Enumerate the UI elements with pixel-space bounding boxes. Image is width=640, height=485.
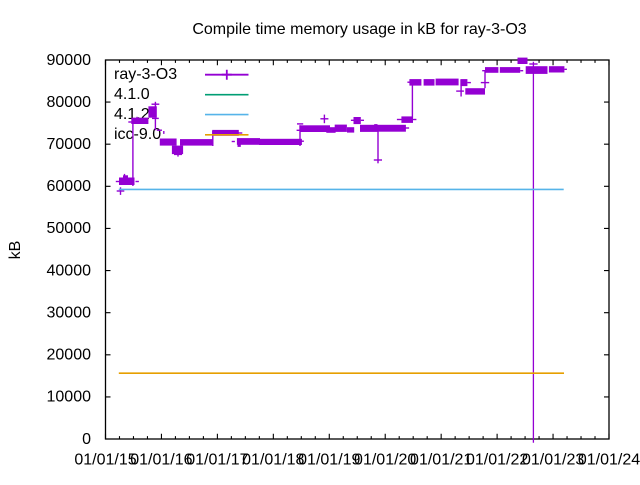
svg-text:80000: 80000 xyxy=(47,94,92,111)
svg-text:01/01/19: 01/01/19 xyxy=(298,452,360,469)
svg-text:50000: 50000 xyxy=(47,220,92,237)
svg-text:01/01/17: 01/01/17 xyxy=(186,452,248,469)
svg-text:01/01/15: 01/01/15 xyxy=(74,452,136,469)
svg-text:90000: 90000 xyxy=(47,52,92,69)
svg-text:01/01/20: 01/01/20 xyxy=(354,452,416,469)
svg-text:Compile time memory usage in k: Compile time memory usage in kB for ray-… xyxy=(192,21,526,38)
svg-text:4.1.0: 4.1.0 xyxy=(114,86,150,103)
svg-text:01/01/22: 01/01/22 xyxy=(466,452,528,469)
svg-text:01/01/21: 01/01/21 xyxy=(410,452,472,469)
svg-text:30000: 30000 xyxy=(47,305,92,322)
svg-text:0: 0 xyxy=(82,431,91,448)
svg-text:01/01/23: 01/01/23 xyxy=(522,452,584,469)
svg-text:ray-3-O3: ray-3-O3 xyxy=(114,66,177,83)
svg-text:20000: 20000 xyxy=(47,347,92,364)
svg-text:40000: 40000 xyxy=(47,262,92,279)
svg-text:60000: 60000 xyxy=(47,178,92,195)
svg-text:10000: 10000 xyxy=(47,389,92,406)
svg-text:kB: kB xyxy=(7,241,24,260)
svg-text:70000: 70000 xyxy=(47,136,92,153)
svg-text:01/01/16: 01/01/16 xyxy=(130,452,192,469)
svg-text:01/01/24: 01/01/24 xyxy=(578,452,640,469)
svg-text:icc-9.0: icc-9.0 xyxy=(114,126,161,143)
svg-text:01/01/18: 01/01/18 xyxy=(242,452,304,469)
